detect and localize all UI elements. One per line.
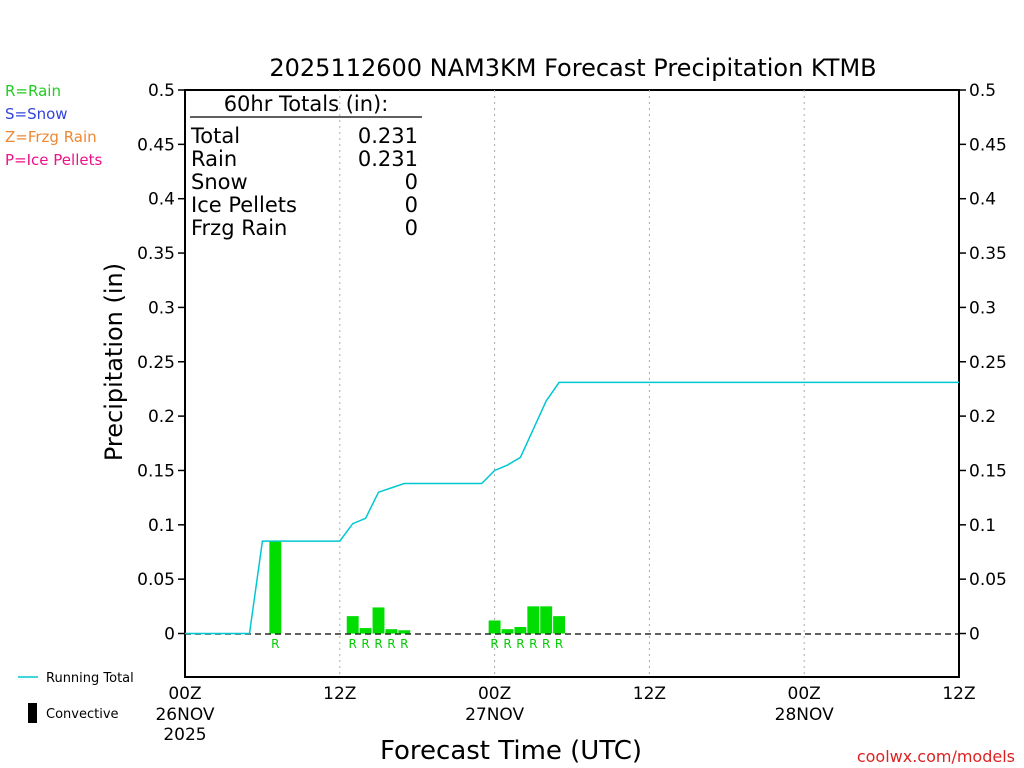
y-tick-label-left: 0 [164, 625, 175, 645]
legend-type-entry: Z=Frzg Rain [5, 128, 97, 146]
precip-bar [398, 630, 411, 634]
y-tick-label-left: 0.45 [137, 135, 175, 155]
chart-title: 2025112600 NAM3KM Forecast Precipitation… [269, 54, 876, 82]
totals-box: 60hr Totals (in): Total 0.231 Rain 0.231 Sno… [190, 92, 422, 240]
plot-frame [184, 89, 960, 678]
x-tick-label: 00Z [788, 684, 821, 704]
legend-type-entry: S=Snow [5, 105, 68, 123]
precip-bar [372, 607, 385, 634]
totals-value: 0.231 [358, 147, 418, 171]
precip-bar [269, 541, 282, 634]
totals-header: 60hr Totals (in): [224, 92, 389, 116]
precip-bar [553, 616, 566, 634]
convective-legend-swatch [28, 703, 37, 723]
precip-type-label: R [529, 637, 537, 651]
running-total-line [185, 381, 959, 635]
precip-type-label: R [516, 637, 524, 651]
precip-bar [385, 629, 398, 634]
y-tick-label-right: 0.25 [969, 353, 1007, 373]
y-tick-label-right: 0.2 [969, 407, 996, 427]
totals-value: 0 [405, 216, 418, 240]
legend-type-entry: R=Rain [5, 82, 61, 100]
y-axis-right: 0 0.05 0.1 0.15 0.2 0.25 0.3 0.35 0.4 0.45 0.5 [959, 81, 1007, 645]
precip-bars [269, 541, 566, 634]
precip-type-label: R [271, 637, 279, 651]
running-total-legend-label: Running Total [46, 671, 134, 686]
y-tick-label-right: 0.15 [969, 461, 1007, 481]
precip-type-label: R [400, 637, 408, 651]
precip-type-label: R [374, 637, 382, 651]
grid-lines [339, 90, 805, 677]
x-tick-label: 12Z [942, 684, 975, 704]
totals-label: Snow [191, 170, 248, 194]
precip-type-label: R [503, 637, 511, 651]
y-tick-label-right: 0.35 [969, 244, 1007, 264]
y-tick-label-left: 0.05 [137, 570, 175, 590]
y-axis-left: 0 0.05 0.1 0.15 0.2 0.25 0.3 0.35 0.4 0.45 0.5 [137, 81, 185, 645]
totals-label: Ice Pellets [191, 193, 297, 217]
y-tick-label-left: 0.2 [148, 407, 175, 427]
precip-type-label: R [361, 637, 369, 651]
x-tick-date: 26NOV [155, 705, 214, 725]
x-tick-label: 12Z [323, 684, 356, 704]
line-legend: Running Total Convective [18, 671, 134, 723]
y-tick-label-right: 0 [969, 625, 980, 645]
y-tick-label-right: 0.45 [969, 135, 1007, 155]
y-tick-label-right: 0.05 [969, 570, 1007, 590]
convective-legend-label: Convective [46, 707, 119, 722]
totals-label: Total [190, 124, 240, 148]
precip-type-legend: R=Rain S=Snow Z=Frzg Rain P=Ice Pellets [5, 82, 102, 169]
totals-value: 0 [405, 170, 418, 194]
totals-label: Frzg Rain [191, 216, 287, 240]
precip-bar [514, 626, 527, 634]
x-tick-label: 00Z [478, 684, 511, 704]
y-tick-label-right: 0.4 [969, 190, 996, 210]
y-tick-label-right: 0.3 [969, 298, 996, 318]
totals-label: Rain [191, 147, 237, 171]
y-tick-label-left: 0.5 [148, 81, 175, 101]
precip-bar [540, 606, 553, 634]
x-axis-label: Forecast Time (UTC) [380, 736, 642, 766]
precip-type-label: R [490, 637, 498, 651]
precip-bar [527, 606, 540, 634]
x-tick-date: 28NOV [775, 705, 834, 725]
credit-text: coolwx.com/models [857, 747, 1015, 766]
y-tick-label-right: 0.5 [969, 81, 996, 101]
precip-type-label: R [555, 637, 563, 651]
y-tick-label-left: 0.3 [148, 298, 175, 318]
x-tick-label: 00Z [168, 684, 201, 704]
x-tick-label: 12Z [633, 684, 666, 704]
precip-type-label: R [349, 637, 357, 651]
x-tick-date: 27NOV [465, 705, 524, 725]
precip-bar [501, 629, 514, 634]
y-axis-label: Precipitation (in) [100, 263, 128, 461]
y-tick-label-left: 0.25 [137, 353, 175, 373]
precip-type-label: R [542, 637, 550, 651]
totals-value: 0 [405, 193, 418, 217]
precip-type-label: R [387, 637, 395, 651]
precip-bar [488, 620, 501, 634]
y-tick-label-right: 0.1 [969, 516, 996, 536]
precip-bar [346, 616, 359, 634]
y-tick-label-left: 0.15 [137, 461, 175, 481]
legend-type-entry: P=Ice Pellets [5, 151, 102, 169]
y-tick-label-left: 0.1 [148, 516, 175, 536]
totals-value: 0.231 [358, 124, 418, 148]
x-tick-year: 2025 [163, 725, 206, 745]
y-tick-label-left: 0.4 [148, 190, 175, 210]
y-tick-label-left: 0.35 [137, 244, 175, 264]
precip-bar [359, 628, 372, 634]
